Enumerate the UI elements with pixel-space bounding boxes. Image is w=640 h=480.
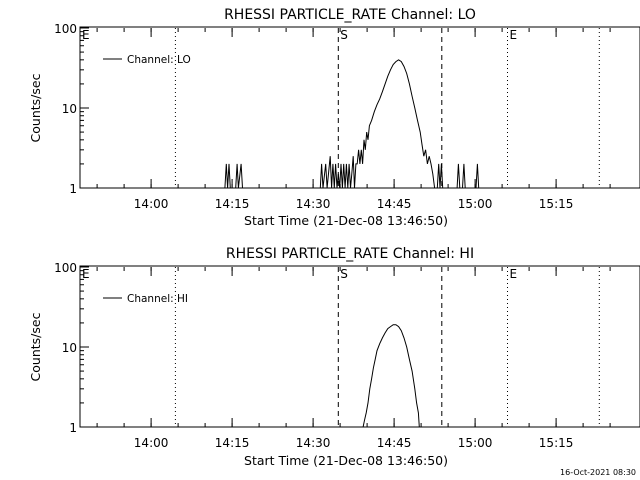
legend: Channel: HI (103, 293, 188, 305)
x-tick-label: 14:30 (296, 197, 331, 211)
series-layer (224, 59, 480, 189)
x-tick-label: 15:15 (539, 197, 574, 211)
series-layer (362, 324, 420, 428)
time-marker-label: S (340, 267, 348, 281)
y-tick-label: 100 (54, 22, 77, 36)
x-tick-label: 14:15 (215, 436, 250, 450)
tick-marks (80, 266, 611, 428)
y-axis-label: Counts/sec (28, 312, 43, 381)
x-tick-labels: 14:00 14:15 14:30 14:45 15:00 15:15 (134, 197, 574, 211)
x-tick-label: 14:15 (215, 197, 250, 211)
y-tick-label: 1 (69, 421, 77, 435)
legend: Channel: LO (103, 54, 191, 66)
series-line (362, 324, 420, 428)
x-tick-label: 14:45 (377, 436, 412, 450)
time-marker-label: E (510, 267, 518, 281)
time-marker-label: E (510, 28, 518, 42)
y-axis-label: Counts/sec (28, 73, 43, 142)
x-tick-label: 14:00 (134, 197, 169, 211)
x-tick-label: 15:00 (458, 197, 493, 211)
y-tick-label: 100 (54, 261, 77, 275)
hi-channel-panel: RHESSI PARTICLE_RATE Channel: HI E S E Cha… (28, 246, 640, 468)
generation-timestamp: 16-Oct-2021 08:30 (560, 468, 636, 477)
x-tick-labels: 14:00 14:15 14:30 14:45 15:00 15:15 (134, 436, 574, 450)
y-tick-label: 1 (69, 182, 77, 196)
chart-title: RHESSI PARTICLE_RATE Channel: HI (226, 246, 474, 262)
series-line (224, 59, 480, 189)
x-tick-label: 14:45 (377, 197, 412, 211)
time-marker-label: S (340, 28, 348, 42)
x-tick-label: 15:15 (539, 436, 574, 450)
x-tick-label: 14:30 (296, 436, 331, 450)
time-marker-label: E (82, 267, 90, 281)
plot-frame (79, 265, 640, 428)
time-marker-label: E (82, 28, 90, 42)
y-tick-label: 10 (62, 341, 77, 355)
x-tick-label: 14:00 (134, 436, 169, 450)
x-axis-label: Start Time (21-Dec-08 13:46:50) (244, 453, 448, 468)
legend-label: Channel: LO (127, 54, 191, 66)
y-tick-labels: 1 10 100 (54, 261, 77, 435)
y-tick-label: 10 (62, 102, 77, 116)
chart-title: RHESSI PARTICLE_RATE Channel: LO (224, 7, 476, 23)
lo-channel-panel: RHESSI PARTICLE_RATE Channel: LO E S E Cha… (28, 7, 640, 228)
legend-label: Channel: HI (127, 293, 188, 305)
tick-marks (80, 27, 611, 189)
x-axis-label: Start Time (21-Dec-08 13:46:50) (244, 213, 448, 228)
y-tick-labels: 1 10 100 (54, 22, 77, 196)
x-tick-label: 15:00 (458, 436, 493, 450)
